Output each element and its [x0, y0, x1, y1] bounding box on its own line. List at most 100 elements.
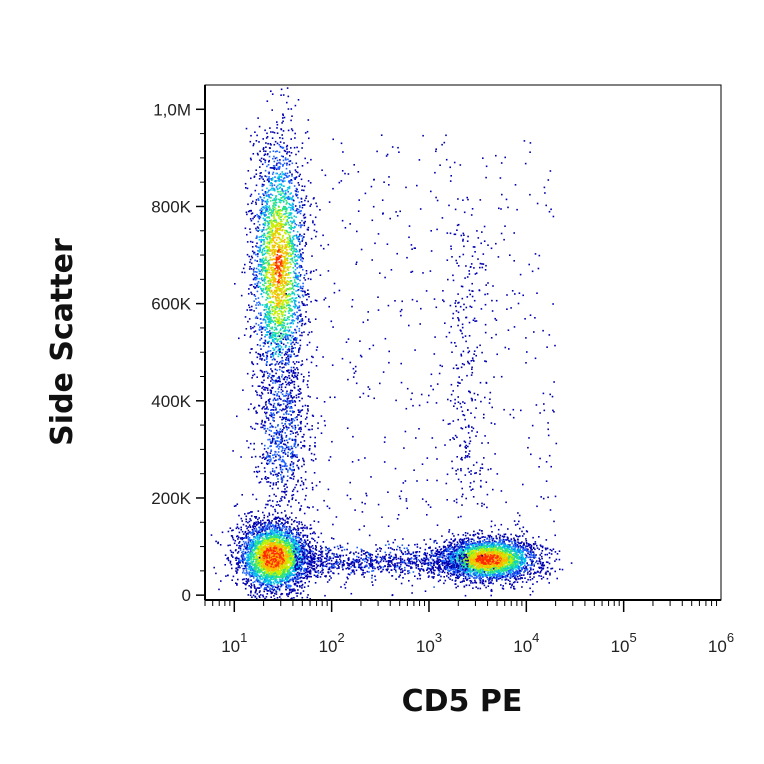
data-point: [256, 545, 258, 548]
data-point: [305, 549, 308, 551]
data-point: [263, 554, 265, 556]
data-point: [293, 578, 296, 580]
data-point: [252, 531, 254, 534]
data-point: [227, 544, 229, 547]
data-point: [248, 571, 250, 574]
data-point: [282, 285, 285, 288]
data-point: [265, 541, 268, 544]
data-point: [286, 378, 288, 381]
data-point: [250, 134, 252, 137]
data-point: [262, 289, 265, 291]
data-point: [283, 285, 286, 287]
data-point: [320, 550, 322, 553]
data-point: [293, 546, 295, 549]
data-point: [284, 310, 287, 313]
data-point: [249, 552, 251, 555]
data-point: [306, 576, 308, 579]
data-point: [254, 591, 257, 594]
data-point: [249, 562, 252, 565]
data-point: [285, 561, 287, 563]
data-point: [252, 581, 254, 584]
data-point: [288, 547, 290, 549]
data-point: [257, 265, 260, 268]
data-point: [300, 576, 303, 579]
data-point: [265, 535, 268, 537]
data-point: [287, 273, 290, 276]
data-point: [292, 552, 294, 554]
data-point: [260, 562, 263, 565]
data-point: [235, 567, 237, 570]
data-point: [287, 238, 289, 241]
data-point: [276, 539, 278, 542]
data-point: [277, 166, 280, 169]
data-point: [253, 285, 255, 288]
data-point: [288, 591, 291, 594]
data-point: [281, 254, 283, 257]
data-point: [285, 259, 288, 261]
data-point: [270, 267, 272, 269]
data-point: [254, 516, 256, 518]
data-point: [301, 287, 304, 290]
data-point: [341, 549, 343, 552]
data-point: [294, 259, 296, 261]
data-point: [266, 372, 269, 374]
data-point: [249, 564, 251, 566]
data-point: [300, 313, 302, 316]
data-point: [257, 324, 260, 326]
data-point: [298, 536, 300, 539]
data-point: [256, 574, 258, 576]
data-point: [294, 210, 296, 212]
data-point: [286, 578, 289, 581]
data-point: [249, 140, 252, 143]
data-point: [250, 591, 252, 594]
data-point: [266, 277, 268, 279]
data-point: [248, 556, 250, 558]
data-point: [249, 526, 252, 528]
data-point: [296, 208, 298, 210]
data-point: [255, 579, 257, 582]
data-point: [256, 242, 258, 245]
data-point: [277, 215, 280, 217]
data-point: [289, 237, 291, 240]
data-point: [265, 137, 268, 139]
data-point: [246, 561, 249, 564]
data-point: [249, 566, 252, 568]
data-point: [259, 554, 261, 556]
data-point: [248, 537, 251, 539]
data-point: [296, 171, 299, 174]
data-point: [253, 535, 256, 538]
data-point: [283, 286, 285, 289]
data-point: [273, 528, 276, 530]
data-point: [279, 569, 282, 572]
data-point: [279, 176, 281, 178]
data-point: [281, 335, 284, 338]
data-point: [287, 198, 289, 200]
data-point: [258, 236, 261, 238]
data-point: [269, 279, 272, 281]
data-point: [256, 275, 258, 277]
data-point: [290, 552, 293, 555]
data-point: [252, 564, 255, 567]
data-point: [256, 226, 259, 228]
data-point: [246, 309, 248, 311]
data-point: [276, 377, 279, 379]
data-point: [293, 520, 296, 522]
data-point: [265, 528, 267, 531]
data-point: [300, 224, 302, 226]
data-point: [279, 533, 281, 536]
data-point: [252, 278, 255, 281]
data-point: [234, 540, 237, 542]
data-point: [287, 518, 290, 520]
data-point: [295, 274, 297, 277]
data-point: [269, 291, 272, 294]
data-point: [253, 521, 256, 524]
data-point: [263, 578, 266, 581]
data-point: [289, 568, 291, 571]
data-point: [276, 210, 279, 212]
data-point: [253, 570, 255, 573]
data-point: [260, 207, 263, 210]
data-point: [277, 569, 280, 571]
data-point: [277, 524, 279, 527]
data-point: [249, 157, 252, 160]
data-point: [296, 548, 298, 550]
